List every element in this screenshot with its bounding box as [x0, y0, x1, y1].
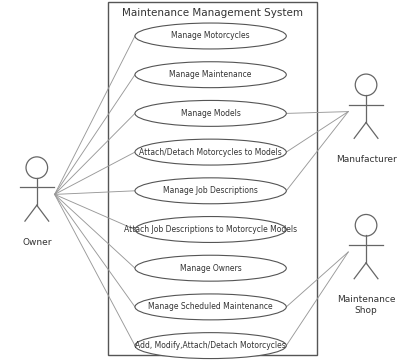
Ellipse shape	[135, 294, 286, 320]
Text: Manufacturer: Manufacturer	[336, 155, 396, 164]
Text: Attach/Detach Motorcycles to Models: Attach/Detach Motorcycles to Models	[139, 148, 282, 157]
Text: Add, Modify,Attach/Detach Motorcycles: Add, Modify,Attach/Detach Motorcycles	[135, 341, 286, 350]
Text: Manage Motorcycles: Manage Motorcycles	[171, 31, 250, 40]
Ellipse shape	[135, 178, 286, 204]
Text: Maintenance Management System: Maintenance Management System	[122, 8, 303, 18]
Ellipse shape	[135, 216, 286, 243]
Ellipse shape	[135, 255, 286, 281]
FancyBboxPatch shape	[108, 2, 317, 355]
Text: Maintenance
Shop: Maintenance Shop	[337, 295, 396, 315]
Ellipse shape	[135, 62, 286, 87]
Ellipse shape	[135, 23, 286, 49]
Text: Owner: Owner	[22, 238, 52, 247]
Text: Manage Maintenance: Manage Maintenance	[169, 70, 252, 79]
Ellipse shape	[135, 139, 286, 165]
Text: Attach Job Descriptions to Motorcycle Models: Attach Job Descriptions to Motorcycle Mo…	[124, 225, 297, 234]
Ellipse shape	[135, 333, 286, 359]
Text: Manage Models: Manage Models	[181, 109, 240, 118]
Text: Manage Scheduled Maintenance: Manage Scheduled Maintenance	[148, 302, 273, 311]
Text: Manage Job Descriptions: Manage Job Descriptions	[163, 186, 258, 195]
Ellipse shape	[135, 100, 286, 126]
Text: Manage Owners: Manage Owners	[180, 264, 241, 273]
